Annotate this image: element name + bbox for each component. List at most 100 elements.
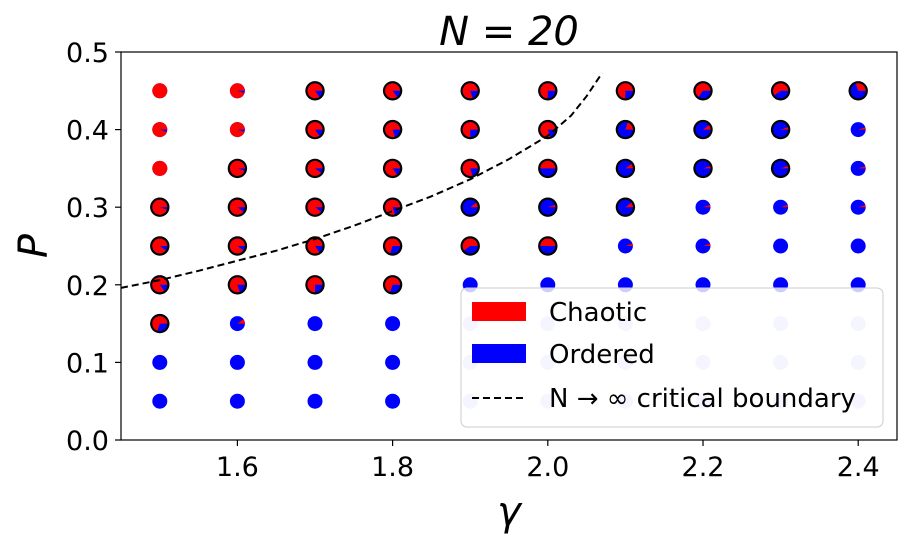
pie-marker	[538, 197, 558, 217]
marker-chaotic-slice	[229, 277, 245, 293]
y-tick-label: 0.5	[66, 38, 109, 69]
pie-marker	[305, 158, 325, 179]
pie-marker	[460, 197, 480, 217]
pie-marker	[615, 81, 636, 101]
x-tick-label: 1.8	[371, 452, 414, 483]
x-axis-label: γ	[497, 489, 523, 535]
marker-chaotic-slice	[229, 83, 245, 99]
marker-chaotic-slice	[547, 204, 556, 208]
marker-chaotic-slice	[385, 199, 401, 215]
pie-marker	[227, 158, 248, 179]
marker-chaotic-slice	[152, 122, 168, 138]
pie-marker	[385, 354, 401, 370]
pie-marker	[770, 81, 791, 101]
marker-chaotic-slice	[540, 238, 556, 246]
pie-marker	[460, 236, 480, 256]
pie-marker	[693, 81, 713, 101]
y-tick-label: 0.0	[66, 426, 109, 457]
legend-box	[460, 287, 884, 428]
marker-chaotic-slice	[625, 202, 633, 208]
pie-marker	[460, 81, 480, 101]
marker-chaotic-slice	[773, 83, 789, 96]
pie-marker	[538, 158, 558, 179]
marker-chaotic-slice	[625, 243, 633, 246]
pie-marker	[617, 238, 633, 254]
pie-marker	[305, 81, 325, 101]
marker-ordered-slice	[385, 316, 401, 332]
legend-chaotic-label: Chaotic	[549, 298, 647, 328]
marker-chaotic-slice	[385, 160, 401, 176]
marker-chaotic-slice	[858, 166, 866, 169]
pie-marker	[229, 122, 245, 138]
pie-marker	[773, 199, 789, 215]
pie-marker	[848, 81, 868, 101]
pie-marker	[152, 122, 168, 138]
marker-chaotic-slice	[780, 127, 789, 130]
pie-marker	[150, 236, 170, 256]
x-tick-label: 2.4	[837, 452, 880, 483]
x-tick-label: 2.2	[682, 452, 725, 483]
pie-marker	[307, 393, 323, 409]
pie-marker	[693, 158, 713, 179]
legend-ordered-label: Ordered	[549, 340, 655, 370]
pie-marker	[307, 316, 323, 332]
marker-chaotic-slice	[385, 122, 401, 138]
marker-chaotic-slice	[858, 204, 866, 208]
pie-marker	[773, 238, 789, 254]
pie-marker	[152, 83, 168, 99]
pie-marker	[382, 119, 403, 140]
marker-chaotic-slice	[462, 160, 478, 176]
pie-marker	[305, 119, 325, 140]
marker-chaotic-slice	[307, 199, 323, 215]
marker-chaotic-slice	[703, 204, 711, 208]
marker-ordered-slice	[307, 354, 323, 370]
marker-ordered-slice	[773, 238, 789, 254]
pie-marker	[850, 122, 866, 138]
pie-marker	[382, 81, 403, 101]
pie-marker	[850, 199, 866, 215]
marker-chaotic-slice	[385, 238, 401, 254]
pie-marker	[770, 119, 791, 140]
marker-chaotic-slice	[152, 316, 168, 331]
marker-chaotic-slice	[152, 199, 168, 215]
marker-chaotic-slice	[780, 204, 789, 208]
marker-chaotic-slice	[307, 83, 323, 99]
marker-chaotic-slice	[703, 243, 711, 246]
pie-marker	[229, 354, 245, 370]
pie-marker	[305, 236, 325, 256]
marker-chaotic-slice	[470, 202, 478, 208]
pie-marker	[382, 275, 403, 295]
x-axis: 1.6 1.8 2.0 2.2 2.4	[216, 440, 880, 483]
pie-marker	[695, 238, 711, 254]
pie-marker	[382, 236, 403, 256]
marker-ordered-slice	[152, 354, 168, 370]
marker-chaotic-slice	[152, 160, 168, 176]
pie-marker	[770, 158, 791, 179]
pie-marker	[229, 316, 245, 332]
marker-chaotic-slice	[307, 122, 323, 138]
legend-ordered-swatch	[472, 344, 526, 363]
marker-chaotic-slice	[229, 238, 245, 254]
pie-marker	[382, 158, 403, 179]
y-tick-label: 0.2	[66, 271, 109, 302]
plot-frame	[120, 51, 898, 441]
marker-chaotic-slice	[855, 83, 866, 91]
marker-chaotic-slice	[617, 83, 633, 99]
marker-chaotic-slice	[229, 199, 245, 215]
pie-marker	[150, 197, 170, 217]
marker-chaotic-slice	[703, 125, 711, 130]
marker-chaotic-slice	[462, 238, 478, 251]
pie-marker	[695, 199, 711, 215]
x-tick-label: 2.0	[526, 452, 569, 483]
pie-marker	[538, 81, 558, 101]
pie-marker	[305, 275, 325, 295]
y-tick-label: 0.4	[66, 116, 109, 147]
y-tick-label: 0.3	[66, 193, 109, 224]
pie-marker	[229, 83, 245, 99]
pie-marker	[150, 313, 170, 334]
legend-chaotic-swatch	[472, 302, 526, 321]
pie-marker	[152, 354, 168, 370]
pie-marker	[538, 236, 558, 256]
marker-chaotic-slice	[625, 122, 633, 130]
